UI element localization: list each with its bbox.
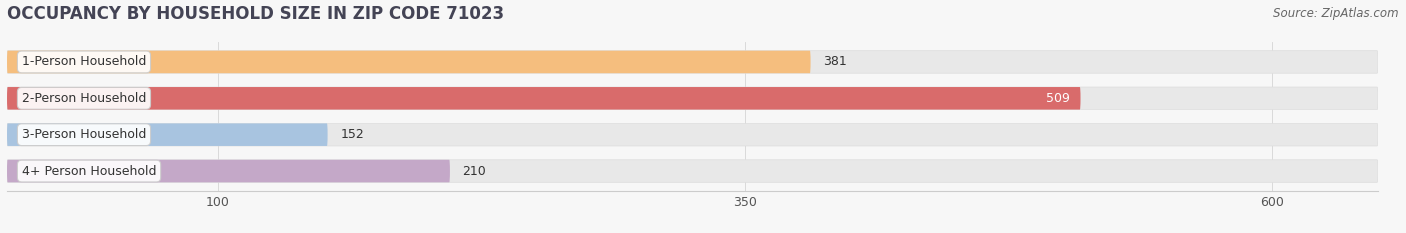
Text: 152: 152 <box>340 128 364 141</box>
FancyBboxPatch shape <box>7 87 1378 110</box>
FancyBboxPatch shape <box>7 51 1378 73</box>
FancyBboxPatch shape <box>7 160 450 182</box>
Text: 1-Person Household: 1-Person Household <box>22 55 146 69</box>
Text: 2-Person Household: 2-Person Household <box>22 92 146 105</box>
FancyBboxPatch shape <box>7 123 328 146</box>
Text: Source: ZipAtlas.com: Source: ZipAtlas.com <box>1274 7 1399 20</box>
FancyBboxPatch shape <box>7 123 1378 146</box>
FancyBboxPatch shape <box>7 87 1080 110</box>
Text: 210: 210 <box>463 164 486 178</box>
Text: OCCUPANCY BY HOUSEHOLD SIZE IN ZIP CODE 71023: OCCUPANCY BY HOUSEHOLD SIZE IN ZIP CODE … <box>7 5 505 23</box>
Text: 509: 509 <box>1046 92 1070 105</box>
FancyBboxPatch shape <box>7 51 810 73</box>
Text: 381: 381 <box>824 55 846 69</box>
FancyBboxPatch shape <box>7 160 1378 182</box>
Text: 4+ Person Household: 4+ Person Household <box>22 164 156 178</box>
Text: 3-Person Household: 3-Person Household <box>22 128 146 141</box>
